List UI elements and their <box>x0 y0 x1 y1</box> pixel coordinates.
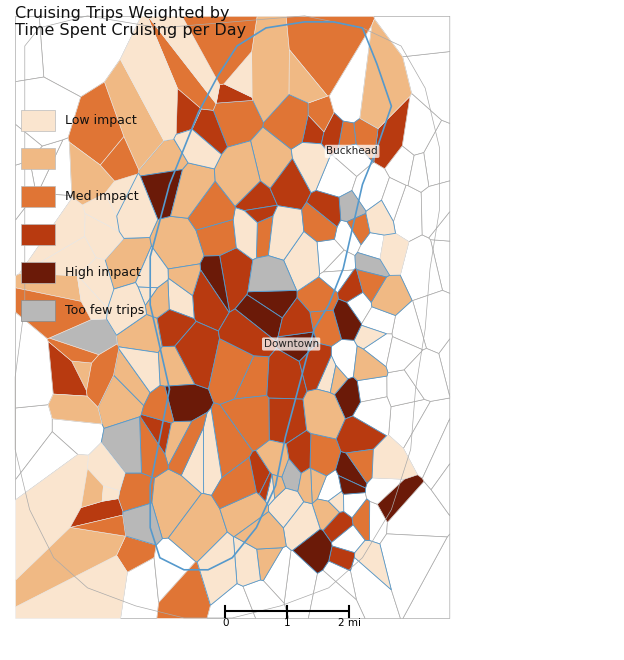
FancyBboxPatch shape <box>21 110 56 131</box>
Text: 1: 1 <box>284 618 291 628</box>
FancyBboxPatch shape <box>21 262 56 283</box>
Text: High impact: High impact <box>65 266 140 279</box>
Text: 2 mi: 2 mi <box>338 618 361 628</box>
Text: 0: 0 <box>222 618 228 628</box>
Text: Too few trips: Too few trips <box>65 304 144 317</box>
Text: Downtown: Downtown <box>263 339 319 349</box>
FancyBboxPatch shape <box>21 148 56 169</box>
Text: Cruising Trips Weighted by
Time Spent Cruising per Day: Cruising Trips Weighted by Time Spent Cr… <box>15 6 246 38</box>
FancyBboxPatch shape <box>21 300 56 321</box>
FancyBboxPatch shape <box>21 224 56 245</box>
Text: Med impact: Med impact <box>65 190 139 203</box>
FancyBboxPatch shape <box>21 186 56 207</box>
Text: Low impact: Low impact <box>65 114 137 127</box>
Text: Buckhead: Buckhead <box>326 147 378 156</box>
